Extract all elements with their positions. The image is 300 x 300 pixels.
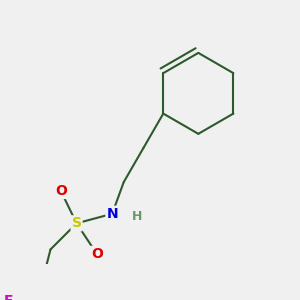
Text: S: S <box>72 216 82 230</box>
Text: N: N <box>106 207 118 221</box>
Text: O: O <box>91 247 103 261</box>
Text: F: F <box>3 294 13 300</box>
Text: O: O <box>55 184 67 198</box>
Text: H: H <box>132 209 142 223</box>
